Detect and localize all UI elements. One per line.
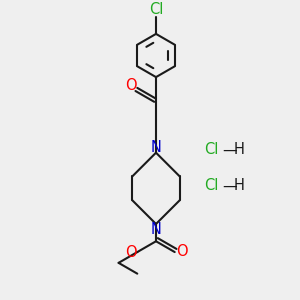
Text: —: —	[222, 142, 237, 158]
Text: O: O	[125, 78, 136, 93]
Text: H: H	[234, 142, 245, 158]
Text: N: N	[151, 222, 161, 237]
Text: N: N	[151, 140, 161, 155]
Text: —: —	[222, 178, 237, 194]
Text: Cl: Cl	[204, 178, 218, 194]
Text: Cl: Cl	[204, 142, 218, 158]
Text: Cl: Cl	[149, 2, 163, 17]
Text: H: H	[234, 178, 245, 194]
Text: O: O	[176, 244, 188, 259]
Text: O: O	[125, 245, 136, 260]
